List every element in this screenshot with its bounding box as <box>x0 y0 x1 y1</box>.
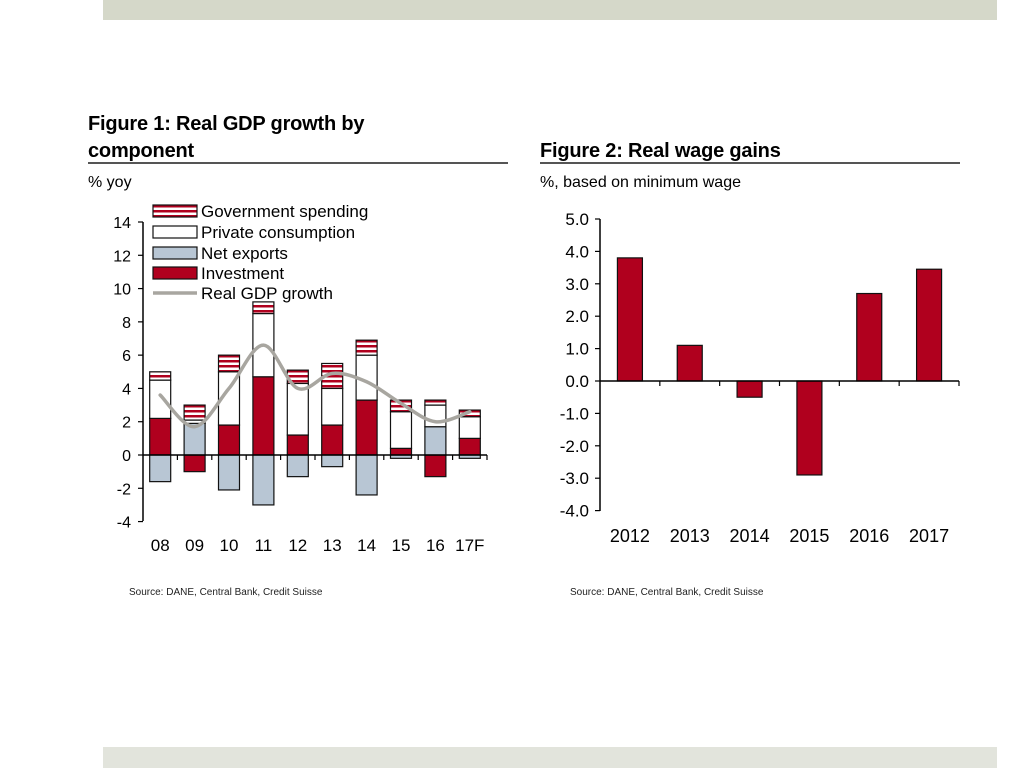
bar-wage <box>736 380 763 398</box>
y-tick-label: 4 <box>122 381 131 398</box>
y-tick-label: 4.0 <box>565 242 589 261</box>
y-tick-label: -1.0 <box>560 404 589 423</box>
figure1-subtitle: % yoy <box>88 174 132 191</box>
x-tick-label: 10 <box>220 536 239 555</box>
bar-wage <box>915 268 943 382</box>
bar-wage <box>856 292 883 382</box>
y-tick-label: 0 <box>122 448 131 465</box>
x-tick-label: 2014 <box>730 526 770 546</box>
legend-label-investment: Investment <box>201 264 284 283</box>
y-tick-label: 5.0 <box>565 210 589 229</box>
y-tick-label: 2.0 <box>565 307 589 326</box>
legend-label-private-consumption: Private consumption <box>201 223 355 242</box>
bar-government-spending <box>424 399 447 406</box>
bar-government-spending <box>217 354 241 373</box>
figure1-title-line2: component <box>88 140 194 162</box>
x-tick-label: 14 <box>357 536 376 555</box>
bar-government-spending <box>252 301 275 315</box>
y-tick-label: 10 <box>113 282 131 299</box>
top-band <box>103 0 997 20</box>
x-tick-label: 2012 <box>610 526 650 546</box>
y-tick-label: -3.0 <box>560 469 589 488</box>
legend-label-government-spending: Government spending <box>201 202 368 221</box>
x-tick-label: 2013 <box>670 526 710 546</box>
bar-government-spending <box>149 371 172 381</box>
y-tick-label: -2.0 <box>560 437 589 456</box>
y-tick-label: 2 <box>122 415 131 432</box>
y-tick-label: 1.0 <box>565 340 589 359</box>
x-tick-label: 2015 <box>789 526 829 546</box>
gdp-line <box>158 343 472 429</box>
legend-swatch-net-exports <box>152 246 198 260</box>
x-tick-label: 2016 <box>849 526 889 546</box>
y-tick-label: 0.0 <box>565 372 589 391</box>
bar-government-spending <box>355 339 378 356</box>
y-tick-label: 6 <box>122 348 131 365</box>
y-tick-label: 12 <box>113 248 131 265</box>
figure2-title-rule <box>540 162 960 164</box>
bottom-band <box>103 747 997 768</box>
legend-label-gdp: Real GDP growth <box>201 284 333 303</box>
legend-label-net-exports: Net exports <box>201 244 288 263</box>
y-tick-label: -4.0 <box>560 502 589 521</box>
y-tick-label: 8 <box>122 315 131 332</box>
x-tick-label: 2017 <box>909 526 949 546</box>
x-tick-label: 17F <box>455 536 484 555</box>
bar-government-spending <box>321 362 344 390</box>
bar-wage <box>676 344 703 382</box>
y-tick-label: -4 <box>117 515 131 532</box>
x-tick-label: 16 <box>426 536 445 555</box>
figure2-title: Figure 2: Real wage gains <box>540 140 781 162</box>
y-tick-label: -2 <box>117 481 131 498</box>
bar-wage <box>616 257 644 382</box>
x-tick-label: 11 <box>255 536 273 555</box>
x-tick-label: 13 <box>323 536 342 555</box>
bar-wage <box>796 380 823 476</box>
bar-government-spending <box>183 404 206 421</box>
figure2-source: Source: DANE, Central Bank, Credit Suiss… <box>570 587 764 598</box>
bar-government-spending <box>389 399 413 413</box>
figure1-source: Source: DANE, Central Bank, Credit Suiss… <box>129 587 323 598</box>
legend-swatch-private-consumption <box>152 225 198 239</box>
figure1-title-rule <box>88 162 508 164</box>
x-tick-label: 09 <box>185 536 204 555</box>
figure1-title-line1: Figure 1: Real GDP growth by <box>88 113 365 135</box>
y-tick-label: 14 <box>113 215 131 232</box>
x-tick-label: 15 <box>392 536 411 555</box>
legend-swatch-investment <box>152 266 198 280</box>
x-tick-label: 12 <box>288 536 307 555</box>
y-tick-label: 3.0 <box>565 275 589 294</box>
legend-swatch-government-spending <box>152 204 198 218</box>
x-tick-label: 08 <box>151 536 170 555</box>
figure2-subtitle: %, based on minimum wage <box>540 174 741 191</box>
